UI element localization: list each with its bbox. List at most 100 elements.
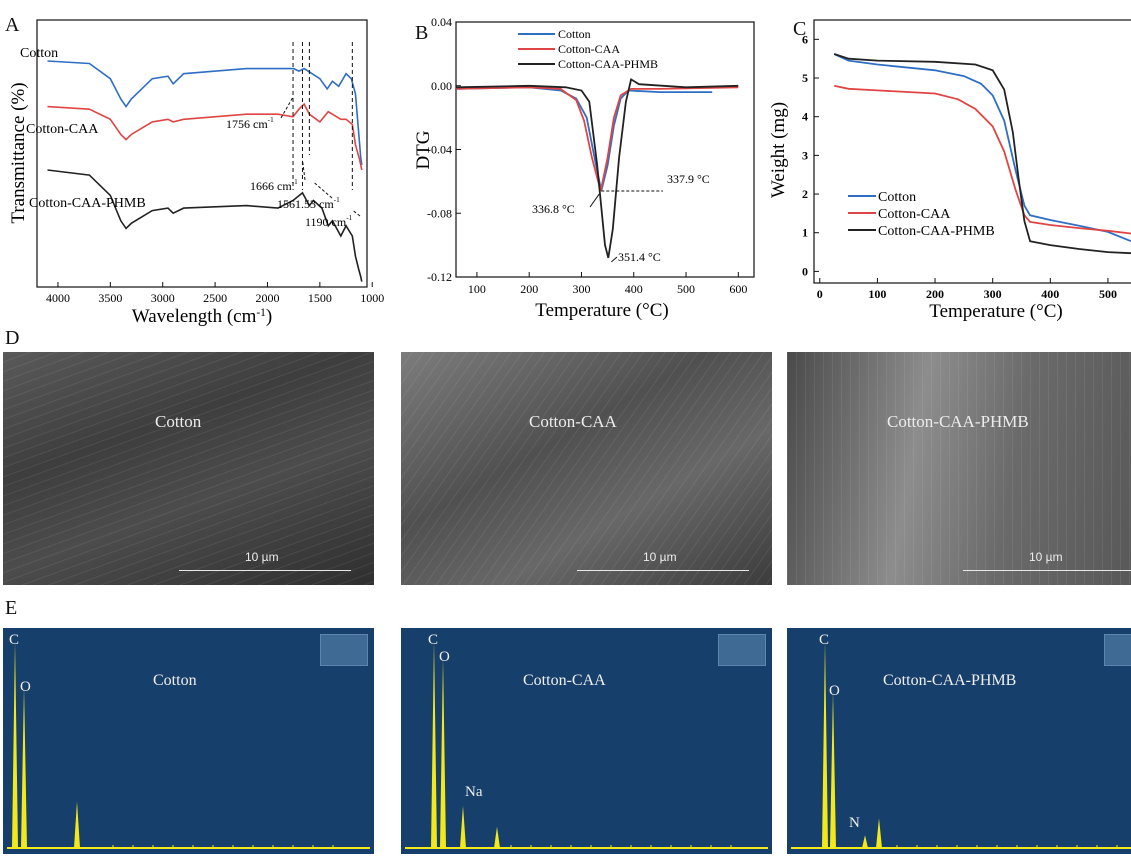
annotation-arrow bbox=[280, 96, 294, 119]
eds-peak bbox=[830, 691, 836, 848]
scale-bar bbox=[577, 570, 749, 571]
eds-label: Cotton bbox=[153, 672, 197, 689]
legend-label-3: Cotton-CAA-PHMB bbox=[558, 57, 658, 71]
legend-label-1: Cotton bbox=[878, 190, 916, 205]
series-line-3 bbox=[455, 77, 739, 259]
x-tick-label: 600 bbox=[729, 282, 747, 296]
x-axis-title: Wavelength (cm-1) bbox=[132, 306, 272, 327]
eds-peak-label: N bbox=[849, 815, 860, 832]
annotation-arrow bbox=[611, 256, 618, 263]
annotation-arrow bbox=[301, 159, 306, 181]
x-tick-label: 3000 bbox=[151, 291, 175, 305]
x-tick-label: 0 bbox=[817, 287, 823, 301]
sem-texture bbox=[401, 352, 772, 585]
sem-texture bbox=[787, 352, 1131, 585]
tga-chart: 0 100 200 300 400 500 0 1 2 3 4 5 6 Cotton Cotton-CAA C… bbox=[768, 19, 1131, 322]
eds-peak bbox=[74, 801, 80, 848]
series-line-2 bbox=[47, 102, 363, 171]
panel-letter-a: A bbox=[5, 14, 20, 36]
sem-label: Cotton-CAA bbox=[529, 412, 617, 431]
x-tick-label: 400 bbox=[1041, 287, 1059, 301]
legend-label-2: Cotton-CAA bbox=[558, 42, 620, 56]
x-tick-label: 3500 bbox=[98, 291, 122, 305]
series-line-2 bbox=[455, 86, 739, 192]
x-tick-label: 2500 bbox=[203, 291, 227, 305]
panel-letter-e: E bbox=[5, 597, 18, 619]
eds-peak bbox=[822, 640, 828, 848]
eds-peak-label: C bbox=[9, 632, 20, 649]
annotation-arrow bbox=[352, 209, 361, 217]
eds-peak-label: O bbox=[439, 649, 450, 666]
ftir-chart: 4000 3500 3000 2500 2000 1500 1000 Cotton Cotton… bbox=[8, 19, 384, 327]
eds-peak bbox=[862, 835, 868, 848]
eds-peak-label: Na bbox=[465, 783, 483, 800]
eds-spectrum-1: C O Cotton bbox=[3, 628, 374, 854]
eds-peak bbox=[440, 657, 446, 848]
x-tick-label: 100 bbox=[468, 282, 486, 296]
plot-frame bbox=[36, 19, 368, 288]
eds-peak-label: C bbox=[428, 632, 439, 649]
annotation-label: 351.4 °C bbox=[618, 250, 661, 264]
series-label-3: Cotton-CAA-PHMB bbox=[29, 196, 146, 211]
series-line-3 bbox=[833, 53, 1131, 255]
eds-peak bbox=[21, 686, 27, 848]
y-tick-label: 1 bbox=[802, 226, 808, 240]
sem-label: Cotton bbox=[155, 412, 202, 431]
sem-image-2: Cotton-CAA 10 µm bbox=[401, 352, 772, 585]
x-tick-label: 100 bbox=[868, 287, 886, 301]
x-tick-label: 400 bbox=[625, 282, 643, 296]
eds-peak bbox=[12, 640, 18, 848]
eds-peak-label: C bbox=[819, 632, 830, 649]
eds-peak bbox=[494, 826, 500, 848]
scale-bar bbox=[179, 570, 351, 571]
x-tick-label: 300 bbox=[572, 282, 590, 296]
annotation-label: 1756 cm-1 bbox=[226, 116, 274, 131]
legend-label-1: Cotton bbox=[558, 27, 591, 41]
annotation-label: 1666 cm-1 bbox=[250, 178, 298, 193]
y-tick-label: 4 bbox=[802, 110, 808, 124]
scale-bar bbox=[963, 570, 1131, 571]
y-tick-label: -0.04 bbox=[427, 143, 452, 157]
scale-bar-label: 10 µm bbox=[1029, 550, 1063, 564]
panel-letter-c: C bbox=[793, 18, 807, 40]
panel-letter-b: B bbox=[415, 22, 429, 44]
eds-label: Cotton-CAA bbox=[523, 672, 606, 689]
x-axis-title: Temperature (°C) bbox=[535, 300, 668, 321]
eds-label: Cotton-CAA-PHMB bbox=[883, 672, 1017, 689]
y-tick-label: -0.12 bbox=[427, 270, 452, 284]
eds-plot bbox=[7, 640, 370, 849]
y-axis-title: DTG bbox=[413, 130, 434, 169]
annotation-arrow bbox=[589, 193, 600, 208]
series-label-1: Cotton bbox=[20, 46, 58, 61]
annotation-label: 1190 cm-1 bbox=[305, 214, 353, 229]
plot-frame bbox=[813, 19, 1131, 284]
y-tick-label: 2 bbox=[802, 187, 808, 201]
y-tick-label: 5 bbox=[802, 71, 808, 85]
y-tick-label: 3 bbox=[802, 148, 808, 162]
x-tick-label: 300 bbox=[984, 287, 1002, 301]
eds-legend-inset bbox=[320, 634, 368, 666]
annotation-label: 337.9 °C bbox=[667, 172, 710, 186]
eds-peak bbox=[460, 805, 466, 848]
x-tick-label: 500 bbox=[677, 282, 695, 296]
sem-label: Cotton-CAA-PHMB bbox=[887, 412, 1029, 431]
eds-peak-label: O bbox=[829, 683, 840, 700]
x-axis-title: Temperature (°C) bbox=[929, 301, 1062, 322]
y-tick-label: 0.04 bbox=[431, 15, 452, 29]
eds-plot bbox=[405, 640, 768, 849]
y-axis-title: Weight (mg) bbox=[768, 102, 789, 198]
eds-plot bbox=[791, 640, 1131, 849]
eds-spectrum-2: C O Na Cotton-CAA bbox=[401, 628, 772, 854]
sem-texture bbox=[3, 352, 374, 585]
x-tick-label: 1500 bbox=[308, 291, 332, 305]
y-tick-label: 6 bbox=[802, 32, 808, 46]
series-label-2: Cotton-CAA bbox=[26, 122, 99, 137]
x-tick-label: 200 bbox=[520, 282, 538, 296]
x-tick-label: 200 bbox=[926, 287, 944, 301]
x-tick-label: 1000 bbox=[360, 291, 384, 305]
series-line-1 bbox=[47, 60, 363, 166]
legend-label-3: Cotton-CAA-PHMB bbox=[878, 224, 995, 239]
series-line-2 bbox=[834, 84, 1131, 235]
sem-image-3: Cotton-CAA-PHMB 10 µm bbox=[787, 352, 1131, 585]
eds-peak-label: O bbox=[20, 678, 31, 695]
